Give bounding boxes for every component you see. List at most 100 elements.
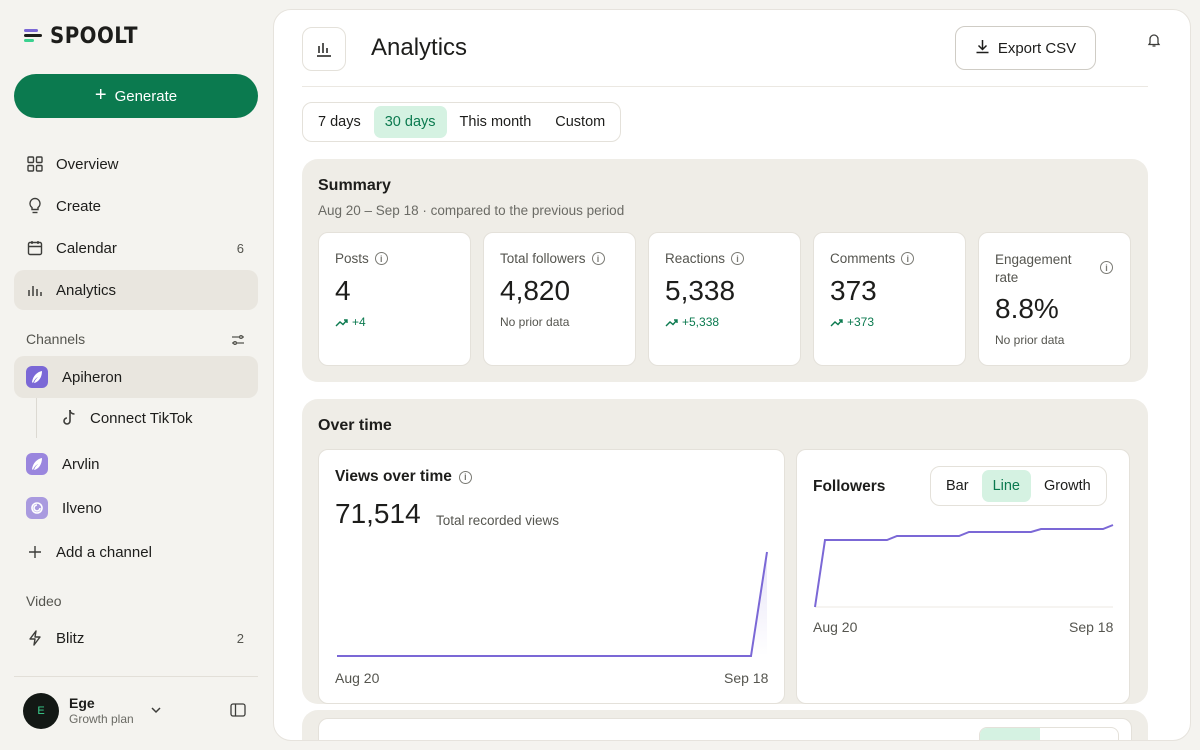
grid-icon	[26, 155, 44, 173]
stat-label: Total followers i	[500, 251, 605, 266]
tiktok-icon	[60, 409, 78, 427]
tab-line[interactable]: Line	[981, 470, 1031, 502]
nav-create[interactable]: Create	[14, 186, 258, 226]
sidebar-toggle-icon[interactable]	[230, 703, 246, 722]
avatar: E	[23, 693, 59, 729]
stat-card-comments: Comments i 373 +373	[813, 232, 966, 366]
stat-value: 5,338	[665, 275, 736, 306]
channel-label: Apiheron	[62, 368, 123, 386]
stat-delta-text: +373	[847, 315, 875, 329]
info-icon[interactable]: i	[901, 252, 915, 265]
download-icon	[975, 39, 990, 58]
next-section	[302, 710, 1148, 740]
bar-chart-icon	[26, 281, 44, 299]
main-panel: Analytics Export CSV 7 days 30 days This…	[273, 9, 1191, 741]
stat-label-text: Posts	[335, 251, 369, 266]
channel-label: Ilveno	[62, 499, 103, 517]
followers-chart-type-toggle: Bar Line Growth	[930, 466, 1107, 506]
sliders-icon[interactable]	[231, 333, 245, 352]
plus-icon: +	[94, 84, 107, 106]
brand-logo[interactable]: SPOOLT	[24, 24, 148, 49]
tab-7-days[interactable]: 7 days	[318, 114, 361, 130]
followers-line	[814, 524, 1114, 608]
summary-title: Summary	[318, 177, 391, 194]
swirl-icon	[26, 497, 48, 519]
channel-ilveno[interactable]: Ilveno	[14, 488, 258, 528]
followers-x-start: Aug 20	[813, 619, 858, 635]
logo-mark-icon	[24, 29, 42, 43]
over-time-title: Over time	[318, 417, 392, 434]
views-x-end: Sep 18	[724, 670, 769, 686]
views-x-start: Aug 20	[335, 670, 380, 686]
channels-heading: Channels	[26, 331, 86, 347]
calendar-count: 6	[236, 240, 244, 256]
tab-custom[interactable]: Custom	[555, 114, 606, 130]
next-card-toggle-selected	[980, 728, 1040, 740]
tab-growth[interactable]: Growth	[1044, 478, 1091, 494]
info-icon[interactable]: i	[591, 252, 605, 265]
stat-value: 8.8%	[995, 293, 1059, 324]
stat-label: Reactions i	[665, 251, 745, 266]
add-channel-button[interactable]: Add a channel	[14, 532, 258, 572]
generate-label: Generate	[114, 87, 178, 105]
next-card-toggle[interactable]	[979, 727, 1119, 740]
info-icon[interactable]: i	[458, 470, 472, 484]
stat-card-engagement-rate: Engagement rate i 8.8% No prior data	[978, 232, 1131, 366]
tab-30-days[interactable]: 30 days	[373, 106, 447, 138]
views-chart-title: Views over time i	[335, 468, 472, 486]
stat-delta-text: +5,338	[682, 315, 720, 329]
channel-label: Arvlin	[62, 455, 100, 473]
lightbulb-icon	[26, 197, 44, 215]
followers-line-chart	[814, 524, 1114, 608]
header-divider	[302, 86, 1148, 87]
nav-label: Create	[56, 197, 102, 215]
nav-analytics[interactable]: Analytics	[14, 270, 258, 310]
tab-bar[interactable]: Bar	[946, 478, 969, 494]
channel-arvlin[interactable]: Arvlin	[14, 444, 258, 484]
user-plan: Growth plan	[69, 712, 134, 726]
summary-subtitle: Aug 20 – Sep 18 · compared to the previo…	[318, 203, 625, 218]
stat-delta: +4	[335, 315, 366, 329]
summary-section: Summary Aug 20 – Sep 18 · compared to th…	[302, 159, 1148, 382]
stat-card-reactions: Reactions i 5,338 +5,338	[648, 232, 801, 366]
stat-delta: +5,338	[665, 315, 719, 329]
info-icon[interactable]: i	[731, 252, 745, 265]
trend-up-icon	[665, 318, 678, 326]
info-icon[interactable]: i	[1100, 261, 1113, 274]
channel-apiheron[interactable]: Apiheron	[14, 356, 258, 398]
views-chart-card: Views over time i 71,514 Total recorded …	[318, 449, 785, 704]
followers-x-end: Sep 18	[1069, 619, 1114, 635]
stat-card-total-followers: Total followers i 4,820 No prior data	[483, 232, 636, 366]
stat-delta-text: +4	[352, 315, 366, 329]
nav-overview[interactable]: Overview	[14, 144, 258, 184]
feather-icon	[26, 453, 48, 475]
chevron-down-icon[interactable]	[150, 703, 162, 721]
export-label: Export CSV	[997, 39, 1077, 57]
generate-button[interactable]: + Generate	[14, 74, 258, 118]
lightning-icon	[26, 629, 44, 647]
stat-label: Comments i	[830, 251, 915, 266]
trend-up-icon	[830, 318, 843, 326]
views-line-chart	[337, 551, 768, 657]
stat-label: Posts i	[335, 251, 388, 266]
bell-icon[interactable]	[1146, 32, 1162, 53]
followers-chart-title: Followers	[813, 478, 886, 495]
tab-this-month[interactable]: This month	[459, 114, 532, 130]
views-total-label: Total recorded views	[436, 513, 560, 528]
user-name: Ege	[69, 695, 95, 711]
connect-tiktok[interactable]: Connect TikTok	[48, 398, 258, 438]
tree-line	[36, 398, 37, 438]
video-heading: Video	[26, 593, 62, 609]
nav-blitz[interactable]: Blitz 2	[14, 618, 258, 658]
followers-chart-card: Followers Bar Line Growth Aug 20 Sep 18	[796, 449, 1130, 704]
stat-card-posts: Posts i 4 +4	[318, 232, 471, 366]
next-card	[318, 718, 1132, 740]
add-channel-label: Add a channel	[56, 543, 152, 561]
plus-icon	[26, 543, 44, 561]
nav-calendar[interactable]: Calendar 6	[14, 228, 258, 268]
export-csv-button[interactable]: Export CSV	[955, 26, 1096, 70]
feather-icon	[26, 366, 48, 388]
user-menu[interactable]: E Ege Growth plan	[14, 676, 258, 746]
stat-value: 4	[335, 275, 351, 306]
info-icon[interactable]: i	[374, 252, 388, 265]
